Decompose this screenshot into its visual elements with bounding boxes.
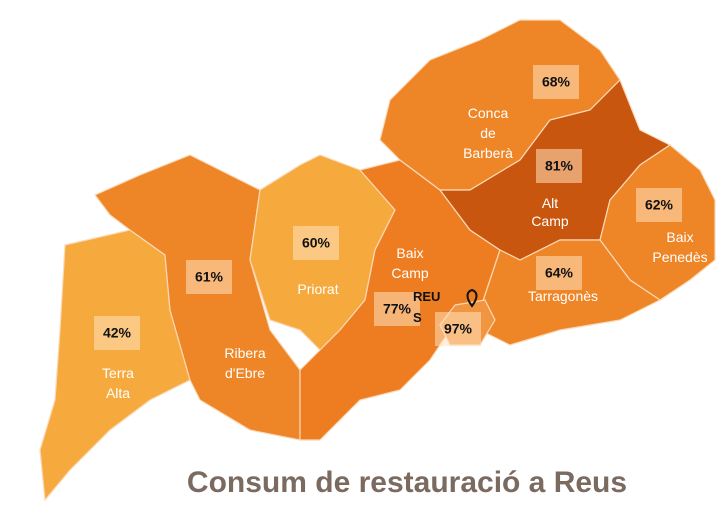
value-label: 60% <box>302 235 331 251</box>
region <box>94 154 301 441</box>
region-name: Conca de Barberà <box>463 105 513 161</box>
value-box <box>186 260 232 294</box>
value-label: 81% <box>545 158 574 174</box>
map-title: Consum de restauració a Reus <box>187 466 627 499</box>
regions <box>39 19 716 502</box>
region-name: Baix Penedès <box>652 229 707 265</box>
value-label: 62% <box>645 197 674 213</box>
region-name: Tarragonès <box>528 288 598 304</box>
region-name: Ribera d'Ebre <box>224 345 265 381</box>
value-box <box>435 312 481 346</box>
location-pin <box>466 288 478 308</box>
value-box <box>533 65 579 99</box>
value-label: 68% <box>542 74 571 90</box>
value-label: 77% <box>383 301 412 317</box>
value-box <box>94 316 140 350</box>
region-name: Priorat <box>297 281 338 297</box>
value-label: 42% <box>103 325 132 341</box>
value-box <box>536 256 582 290</box>
region-name: Alt Camp <box>531 195 569 229</box>
value-box <box>636 188 682 222</box>
region-name: Terra Alta <box>102 365 134 401</box>
value-box <box>293 226 339 260</box>
value-label: 64% <box>545 265 574 281</box>
value-label: 97% <box>444 321 473 337</box>
labels: 42% Terra Alta 61% Ribera d'Ebre 60% Priorat 77%… <box>94 65 708 401</box>
value-box <box>374 292 420 326</box>
value-box <box>536 149 582 183</box>
city-label: REU S <box>413 289 440 325</box>
value-label: 61% <box>195 269 224 285</box>
region-name: Baix Camp <box>391 245 429 281</box>
